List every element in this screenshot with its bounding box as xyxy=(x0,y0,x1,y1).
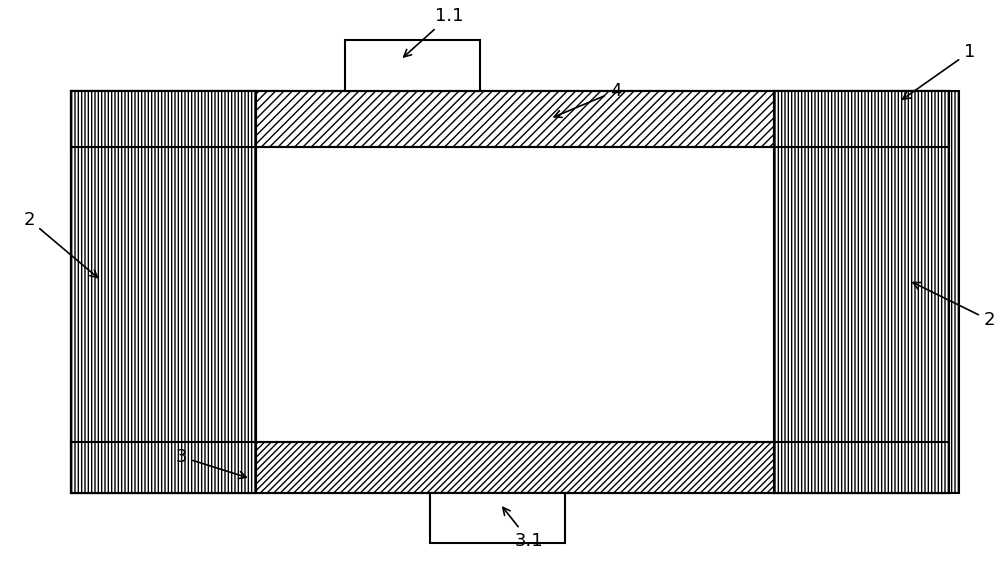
Bar xyxy=(430,493,565,543)
Bar xyxy=(71,91,256,493)
Text: 4: 4 xyxy=(554,82,621,117)
Text: 2: 2 xyxy=(23,211,98,278)
Bar xyxy=(71,443,949,493)
Text: 3: 3 xyxy=(176,448,246,479)
Bar xyxy=(345,40,480,91)
Bar xyxy=(774,91,959,493)
Text: 2: 2 xyxy=(913,283,995,329)
Text: 3.1: 3.1 xyxy=(503,507,544,550)
Text: 1: 1 xyxy=(903,43,975,99)
Bar xyxy=(71,91,949,146)
Bar xyxy=(71,91,949,493)
Bar xyxy=(71,91,949,493)
Text: 1.1: 1.1 xyxy=(404,7,464,57)
